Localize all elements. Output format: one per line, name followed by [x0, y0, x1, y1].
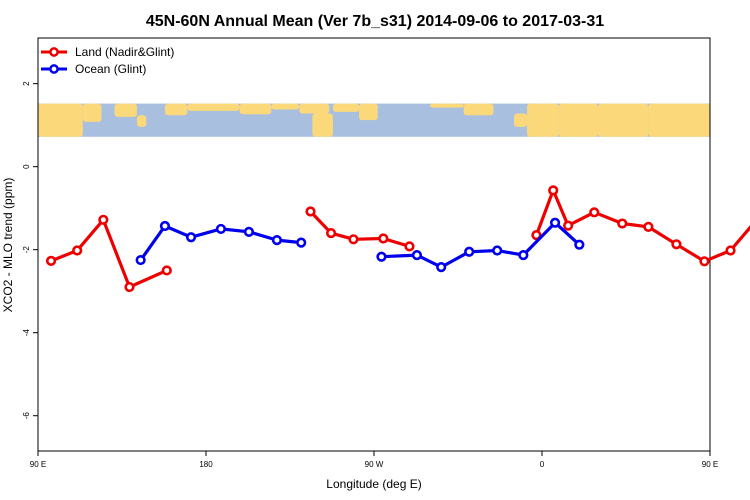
ocean-point-0-6 — [296, 237, 307, 248]
legend-land-label: Land (Nadir&Glint) — [75, 45, 174, 59]
map-land-13 — [463, 103, 494, 116]
legend: Land (Nadir&Glint) Ocean (Glint) — [41, 45, 174, 76]
ocean-point-0-4 — [243, 226, 255, 237]
land-point-2-7 — [699, 256, 710, 267]
chart-title: 45N-60N Annual Mean (Ver 7b_s31) 2014-09… — [146, 13, 604, 30]
ocean-point-1-5 — [518, 249, 529, 261]
ocean-point-0-1 — [159, 220, 171, 232]
land-point-2-6 — [671, 239, 682, 250]
map-land-7 — [271, 103, 300, 110]
land-point-1-1 — [325, 227, 337, 239]
world-map-strip — [38, 103, 710, 137]
land-point-2-0 — [531, 230, 542, 241]
map-land-1 — [82, 103, 102, 122]
map-land-14 — [514, 113, 528, 127]
land-point-1-2 — [348, 234, 359, 245]
land-point-0-1 — [72, 245, 83, 256]
land-point-2-2 — [563, 220, 574, 231]
map-land-3 — [136, 115, 147, 127]
land-point-2-4 — [617, 218, 628, 229]
map-land-9 — [312, 113, 333, 137]
map-land-12 — [430, 103, 464, 108]
legend-land-marker — [49, 47, 59, 57]
legend-ocean-label: Ocean (Glint) — [75, 62, 146, 76]
map-land-16 — [558, 103, 598, 137]
land-point-1-0 — [305, 206, 316, 217]
ocean-point-0-3 — [215, 223, 227, 235]
map-land-18 — [648, 103, 710, 137]
ocean-point-1-7 — [574, 239, 585, 250]
ocean-point-1-0 — [376, 251, 387, 262]
plot-frame — [37, 37, 711, 452]
map-land-6 — [239, 103, 272, 115]
land-point-0-3 — [124, 281, 135, 293]
map-land-4 — [164, 103, 188, 116]
x-axis-label: Longitude (deg E) — [326, 477, 421, 491]
land-point-2-8 — [725, 245, 736, 256]
land-point-2-3 — [589, 207, 600, 218]
land-point-0-2 — [98, 214, 109, 225]
ocean-point-1-3 — [464, 246, 475, 257]
map-land-11 — [359, 103, 378, 121]
land-line-1 — [309, 210, 410, 248]
land-point-1-4 — [404, 241, 415, 252]
y-tick-label-4: -6 — [22, 412, 31, 420]
y-tick-label-2: -2 — [22, 246, 31, 254]
x-tick-label-4: 90 E — [702, 460, 718, 469]
land-point-2-5 — [643, 221, 654, 232]
map-land-15 — [527, 103, 559, 137]
land-line-2 — [534, 188, 750, 263]
map-land-2 — [114, 103, 137, 117]
map-land-8 — [299, 103, 330, 114]
land-point-0-0 — [45, 255, 57, 266]
x-axis: 90 E 180 90 W 0 90 E — [30, 451, 718, 469]
series-layer — [45, 185, 750, 293]
y-tick-label-1: 0 — [22, 164, 31, 169]
x-tick-label-0: 90 E — [30, 460, 46, 469]
ocean-point-0-0 — [135, 254, 146, 266]
land-line-0 — [50, 218, 168, 289]
y-axis: 2 0 -2 -4 -6 — [22, 81, 38, 419]
legend-ocean-marker — [49, 64, 59, 74]
land-point-1-3 — [378, 233, 389, 244]
map-land-17 — [598, 103, 649, 137]
map-land-10 — [332, 103, 360, 112]
x-tick-label-1: 180 — [199, 460, 213, 469]
map-land-0 — [38, 103, 83, 137]
y-axis-label: XCO2 - MLO trend (ppm) — [1, 178, 15, 313]
map-land-5 — [187, 103, 240, 111]
land-point-2-1 — [548, 185, 559, 196]
x-tick-label-3: 0 — [540, 460, 545, 469]
y-tick-label-0: 2 — [22, 81, 31, 86]
ocean-point-1-4 — [492, 245, 503, 256]
land-point-0-4 — [161, 265, 172, 276]
y-tick-label-3: -4 — [22, 329, 31, 337]
ocean-point-0-5 — [271, 235, 283, 246]
ocean-point-1-6 — [549, 217, 561, 228]
ocean-point-0-2 — [185, 232, 197, 243]
ocean-point-1-1 — [411, 249, 423, 261]
ocean-point-1-2 — [436, 262, 447, 273]
x-tick-label-2: 90 W — [365, 460, 384, 469]
